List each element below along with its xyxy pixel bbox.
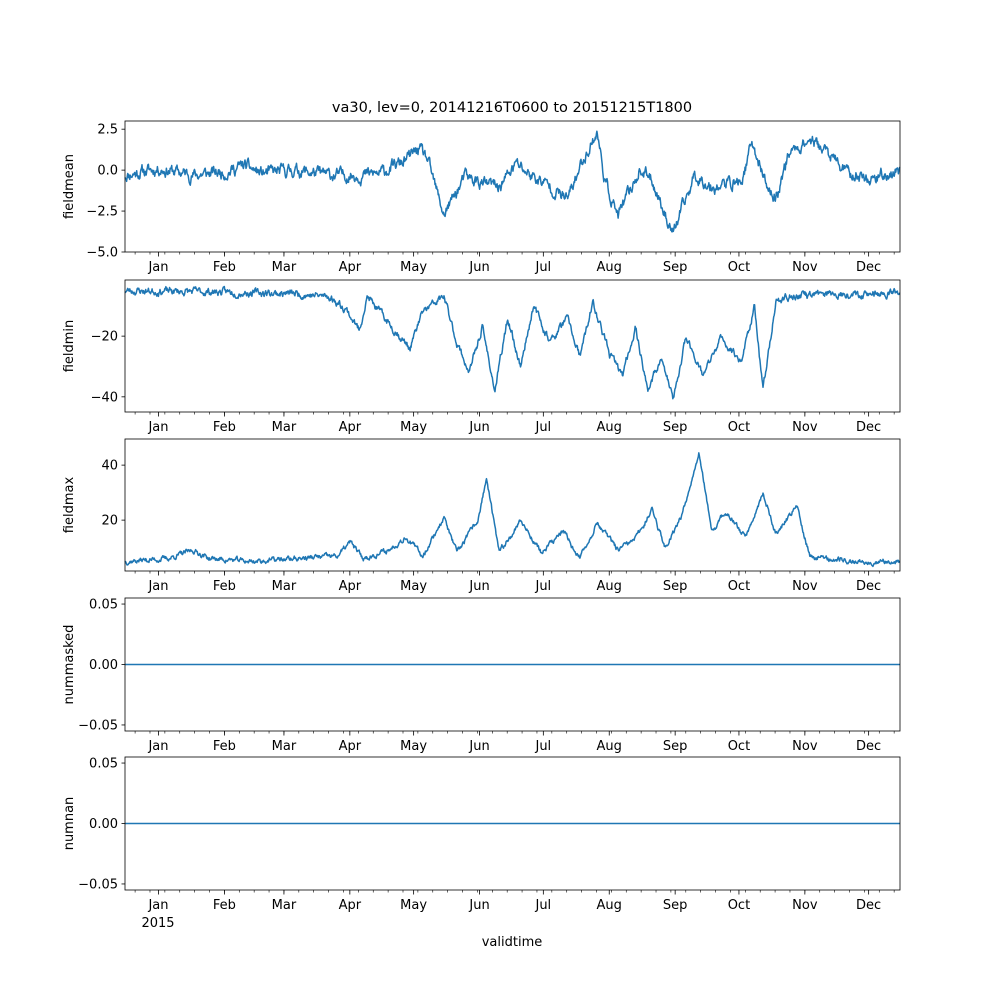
x-tick-label: Jun [468, 420, 489, 435]
x-tick-label: Aug [597, 579, 622, 594]
x-tick-label: Mar [272, 420, 297, 435]
x-tick-label: Aug [597, 420, 622, 435]
x-tick-label: Nov [792, 898, 818, 913]
x-axis-label: validtime [482, 935, 543, 950]
x-tick-label: Jan [147, 420, 168, 435]
x-tick-label: Jun [468, 260, 489, 275]
x-tick-label: May [400, 420, 427, 435]
x-tick-label: Jan [147, 579, 168, 594]
series-line-fieldmean [124, 130, 901, 233]
x-tick-label: Jul [534, 420, 551, 435]
x-tick-label: Feb [213, 898, 236, 913]
x-tick-label: Feb [213, 420, 236, 435]
y-axis-label-fieldmean: fieldmean [62, 154, 77, 219]
x-tick-label: Sep [663, 420, 688, 435]
y-tick-label: 20 [101, 514, 118, 529]
y-tick-label: −2.5 [86, 205, 118, 220]
panels: 2.5 0.0 −2.5 −5.0 fieldmean Jan Feb Mar Apr May Ju… [62, 120, 901, 913]
y-tick-label: −40 [91, 390, 118, 405]
x-tick-label: Jun [468, 898, 489, 913]
y-tick-label: 0.05 [89, 598, 118, 613]
x-tick-label: May [400, 260, 427, 275]
x-tick-label: Sep [663, 260, 688, 275]
x-tick-label: Oct [728, 579, 750, 594]
series-line-fieldmin [124, 285, 901, 400]
year-label: 2015 [141, 916, 174, 931]
x-tick-label: Dec [856, 260, 881, 275]
panel-fieldmean: 2.5 0.0 −2.5 −5.0 fieldmean Jan Feb Mar Apr May Ju… [62, 120, 901, 275]
x-tick-label: Aug [597, 739, 622, 754]
x-tick-label: Jan [147, 898, 168, 913]
axes-frame-fieldmean [124, 120, 901, 253]
panel-fieldmin: −20 −40 fieldmin Jan Feb Mar Apr May Jun Jul Aug Se… [62, 279, 901, 435]
x-tick-label: Mar [272, 898, 297, 913]
x-tick-label: Feb [213, 579, 236, 594]
x-tick-label: Oct [728, 739, 750, 754]
x-tick-label: Aug [597, 260, 622, 275]
x-tick-label: Nov [792, 579, 818, 594]
y-tick-label: 0.00 [89, 658, 118, 673]
y-tick-label: 0.0 [97, 164, 118, 179]
y-tick-label: 40 [101, 459, 118, 474]
series-line-fieldmax [124, 452, 901, 568]
x-tick-label: Nov [792, 260, 818, 275]
panel-numnan: 0.05 0.00 −0.05 numnan Jan Feb Mar Apr May Jun Jul… [62, 757, 901, 913]
x-tick-label: Mar [272, 260, 297, 275]
panel-fieldmax: 40 20 fieldmax Jan Feb Mar Apr May Jun Jul Aug Sep O… [62, 438, 901, 594]
x-tick-label: Apr [339, 898, 362, 913]
x-tick-label: Jul [534, 739, 551, 754]
x-tick-label: Dec [856, 898, 881, 913]
y-axis-label-numnan: numnan [62, 797, 77, 851]
x-tick-label: Oct [728, 898, 750, 913]
x-tick-label: Dec [856, 579, 881, 594]
x-tick-label: Jul [534, 579, 551, 594]
x-tick-label: Apr [339, 420, 362, 435]
y-tick-label: 0.00 [89, 817, 118, 832]
y-axis-label-fieldmin: fieldmin [62, 320, 77, 373]
y-tick-label: −0.05 [78, 877, 118, 892]
x-tick-label: Dec [856, 420, 881, 435]
x-tick-label: Jan [147, 260, 168, 275]
y-tick-label: −5.0 [86, 246, 118, 261]
y-tick-label: −0.05 [78, 718, 118, 733]
x-tick-label: Nov [792, 739, 818, 754]
axes-frame-fieldmin [124, 279, 901, 413]
x-tick-label: Sep [663, 739, 688, 754]
x-tick-label: Oct [728, 260, 750, 275]
x-tick-label: May [400, 739, 427, 754]
x-tick-label: Apr [339, 260, 362, 275]
x-tick-label: Jul [534, 898, 551, 913]
y-tick-label: 0.05 [89, 757, 118, 772]
y-tick-label: 2.5 [97, 123, 118, 138]
y-axis-label-fieldmax: fieldmax [62, 477, 77, 534]
x-tick-label: May [400, 579, 427, 594]
x-tick-label: Jun [468, 579, 489, 594]
x-tick-label: Oct [728, 420, 750, 435]
x-tick-label: Jan [147, 739, 168, 754]
x-tick-label: May [400, 898, 427, 913]
axes-frame-fieldmax [124, 438, 901, 572]
x-tick-label: Nov [792, 420, 818, 435]
x-tick-label: Aug [597, 898, 622, 913]
x-tick-label: Jun [468, 739, 489, 754]
chart-title: va30, lev=0, 20141216T0600 to 20151215T1… [332, 100, 692, 116]
x-tick-label: Sep [663, 579, 688, 594]
x-tick-label: Sep [663, 898, 688, 913]
x-tick-label: Dec [856, 739, 881, 754]
y-axis-label-nummasked: nummasked [62, 625, 77, 705]
x-tick-label: Mar [272, 739, 297, 754]
x-tick-label: Apr [339, 739, 362, 754]
x-tick-label: Mar [272, 579, 297, 594]
x-tick-label: Feb [213, 739, 236, 754]
y-tick-label: −20 [91, 330, 118, 345]
x-tick-label: Jul [534, 260, 551, 275]
x-tick-label: Apr [339, 579, 362, 594]
x-tick-label: Feb [213, 260, 236, 275]
